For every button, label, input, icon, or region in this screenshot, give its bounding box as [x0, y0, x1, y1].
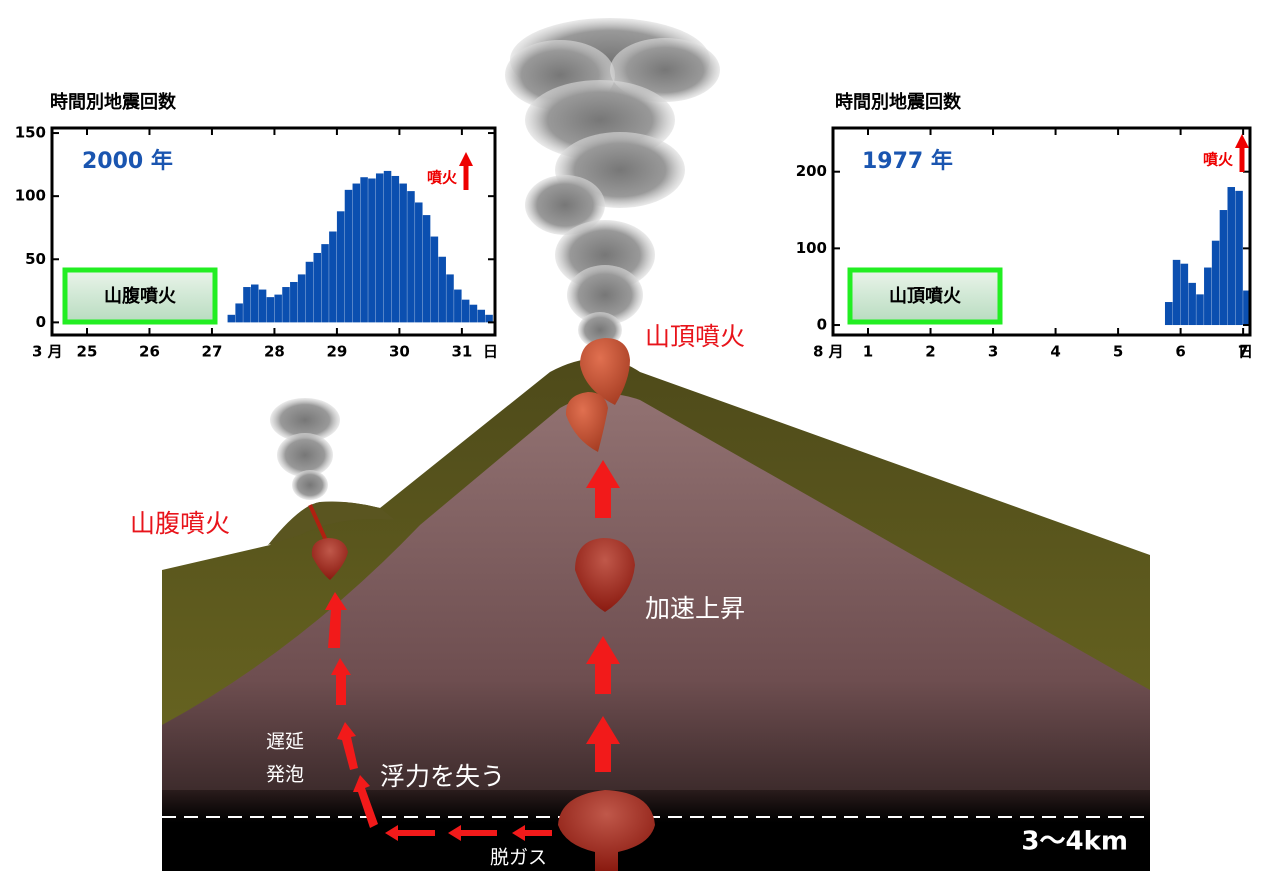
eruption-label: 噴火: [427, 169, 458, 187]
delay-label: 遅延: [266, 731, 304, 753]
x-tick-label: 27: [202, 343, 223, 361]
bar: [251, 285, 259, 323]
bar: [368, 178, 376, 322]
bar: [321, 244, 329, 322]
x-tick-label: 29: [326, 343, 347, 361]
bar: [1212, 241, 1220, 325]
deep-layer: [162, 790, 1150, 871]
eruption-arrow: [1235, 134, 1249, 172]
year-label: 1977 年: [862, 148, 953, 174]
eruption-arrow: [459, 152, 473, 190]
bar: [329, 232, 337, 323]
y-tick-label: 100: [796, 239, 827, 257]
bar: [267, 297, 275, 322]
bar: [485, 315, 493, 323]
bar: [446, 274, 454, 322]
bar: [1196, 294, 1204, 325]
bar: [407, 191, 415, 322]
bar: [235, 303, 243, 322]
x-tick-label: 25: [77, 343, 98, 361]
type-box-label: 山腹噴火: [104, 285, 177, 307]
page: 山頂噴火 山腹噴火 加速上昇 遅延 発泡 浮力を失う 脱ガス 3〜4km 時間別…: [0, 0, 1282, 871]
y-tick-label: 0: [36, 313, 46, 331]
bar: [1188, 283, 1196, 325]
bar: [290, 282, 298, 322]
bar: [345, 190, 353, 323]
x-tick-label: 6: [1175, 343, 1185, 361]
bar: [1227, 187, 1235, 325]
y-tick-label: 200: [796, 162, 827, 180]
bar: [415, 202, 423, 322]
x-suffix: 日: [483, 343, 498, 361]
bar: [376, 173, 384, 322]
bar: [478, 310, 486, 323]
bar: [228, 315, 236, 323]
year-label: 2000 年: [82, 148, 173, 174]
bar: [1181, 264, 1189, 325]
bar: [1235, 191, 1243, 325]
bar: [274, 295, 282, 323]
bar: [431, 237, 439, 323]
buoyancy-label: 浮力を失う: [380, 762, 505, 791]
x-tick-label: 30: [389, 343, 410, 361]
delay-label: 発泡: [266, 764, 304, 786]
bar: [423, 215, 431, 322]
bar: [353, 184, 361, 323]
summit-label: 山頂噴火: [645, 322, 745, 351]
bar: [1165, 302, 1173, 325]
chart-title: 時間別地震回数: [835, 91, 962, 113]
x-tick-label: 5: [1113, 343, 1123, 361]
x-tick-label: 4: [1050, 343, 1060, 361]
x-tick-label: 3: [988, 343, 998, 361]
bar: [392, 176, 400, 322]
chart: 時間別地震回数 0 50 100 150 25 26 27 28 29 30 31 3 月 日 2000 年…: [15, 91, 498, 361]
bar: [337, 211, 345, 322]
bar: [454, 290, 462, 323]
y-tick-label: 150: [15, 124, 46, 142]
bar: [298, 274, 306, 322]
bar: [384, 171, 392, 322]
depth-label: 3〜4km: [1021, 827, 1128, 857]
bar: [306, 262, 314, 323]
bar: [470, 305, 478, 323]
flank-smoke: [270, 398, 340, 500]
y-tick-label: 50: [25, 250, 46, 268]
bar: [462, 300, 470, 323]
bar: [1204, 268, 1212, 326]
bar: [438, 257, 446, 323]
type-box-label: 山頂噴火: [889, 286, 962, 307]
chart-title: 時間別地震回数: [50, 91, 177, 113]
bar: [282, 287, 290, 322]
x-prefix: 8 月: [813, 343, 844, 361]
bar: [243, 287, 251, 322]
x-tick-label: 31: [451, 343, 472, 361]
x-tick-label: 28: [264, 343, 285, 361]
summit-smoke: [505, 18, 720, 348]
bar: [1220, 210, 1228, 325]
degassing-label: 脱ガス: [490, 847, 547, 869]
y-tick-label: 0: [817, 316, 827, 334]
x-suffix: 日: [1238, 343, 1253, 361]
eruption-label: 噴火: [1203, 151, 1234, 169]
bar: [1173, 260, 1181, 325]
acceleration-label: 加速上昇: [645, 594, 745, 623]
bar: [313, 253, 321, 322]
bar: [399, 184, 407, 323]
x-tick-label: 2: [925, 343, 935, 361]
x-tick-label: 26: [139, 343, 160, 361]
flank-label: 山腹噴火: [130, 509, 230, 538]
bar: [360, 177, 368, 322]
x-tick-label: 1: [863, 343, 873, 361]
bar: [259, 290, 267, 323]
x-prefix: 3 月: [32, 343, 63, 361]
y-tick-label: 100: [15, 187, 46, 205]
